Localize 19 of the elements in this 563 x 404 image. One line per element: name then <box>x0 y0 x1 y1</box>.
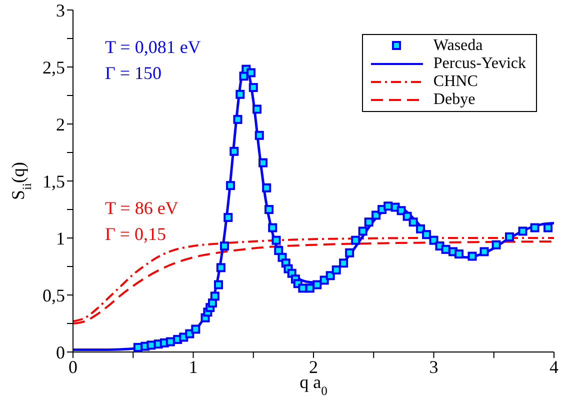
legend-label: CHNC <box>433 73 478 91</box>
y-tick-label: 2,5 <box>42 57 65 78</box>
y-tick-label: 2 <box>56 114 65 134</box>
x-tick-label: 1 <box>188 356 198 377</box>
x-tick-label: 3 <box>429 356 438 377</box>
annotation: T = 0,081 eV <box>105 37 201 57</box>
y-tick-label: 1 <box>56 228 65 248</box>
legend-label: Percus-Yevick <box>433 55 526 73</box>
y-tick-label: 0,5 <box>42 285 65 306</box>
annotation: Γ = 150 <box>105 63 162 83</box>
annotation: T = 86 eV <box>105 198 178 218</box>
legend-label: Waseda <box>433 37 483 55</box>
y-tick-label: 0 <box>56 342 65 362</box>
y-tick-label: 1,5 <box>42 171 65 192</box>
legend-label: Debye <box>433 91 476 109</box>
x-tick-label: 0 <box>68 356 78 377</box>
x-tick-label: 4 <box>550 356 558 377</box>
annotation: Γ = 0,15 <box>105 224 166 244</box>
y-tick-label: 3 <box>56 0 65 20</box>
